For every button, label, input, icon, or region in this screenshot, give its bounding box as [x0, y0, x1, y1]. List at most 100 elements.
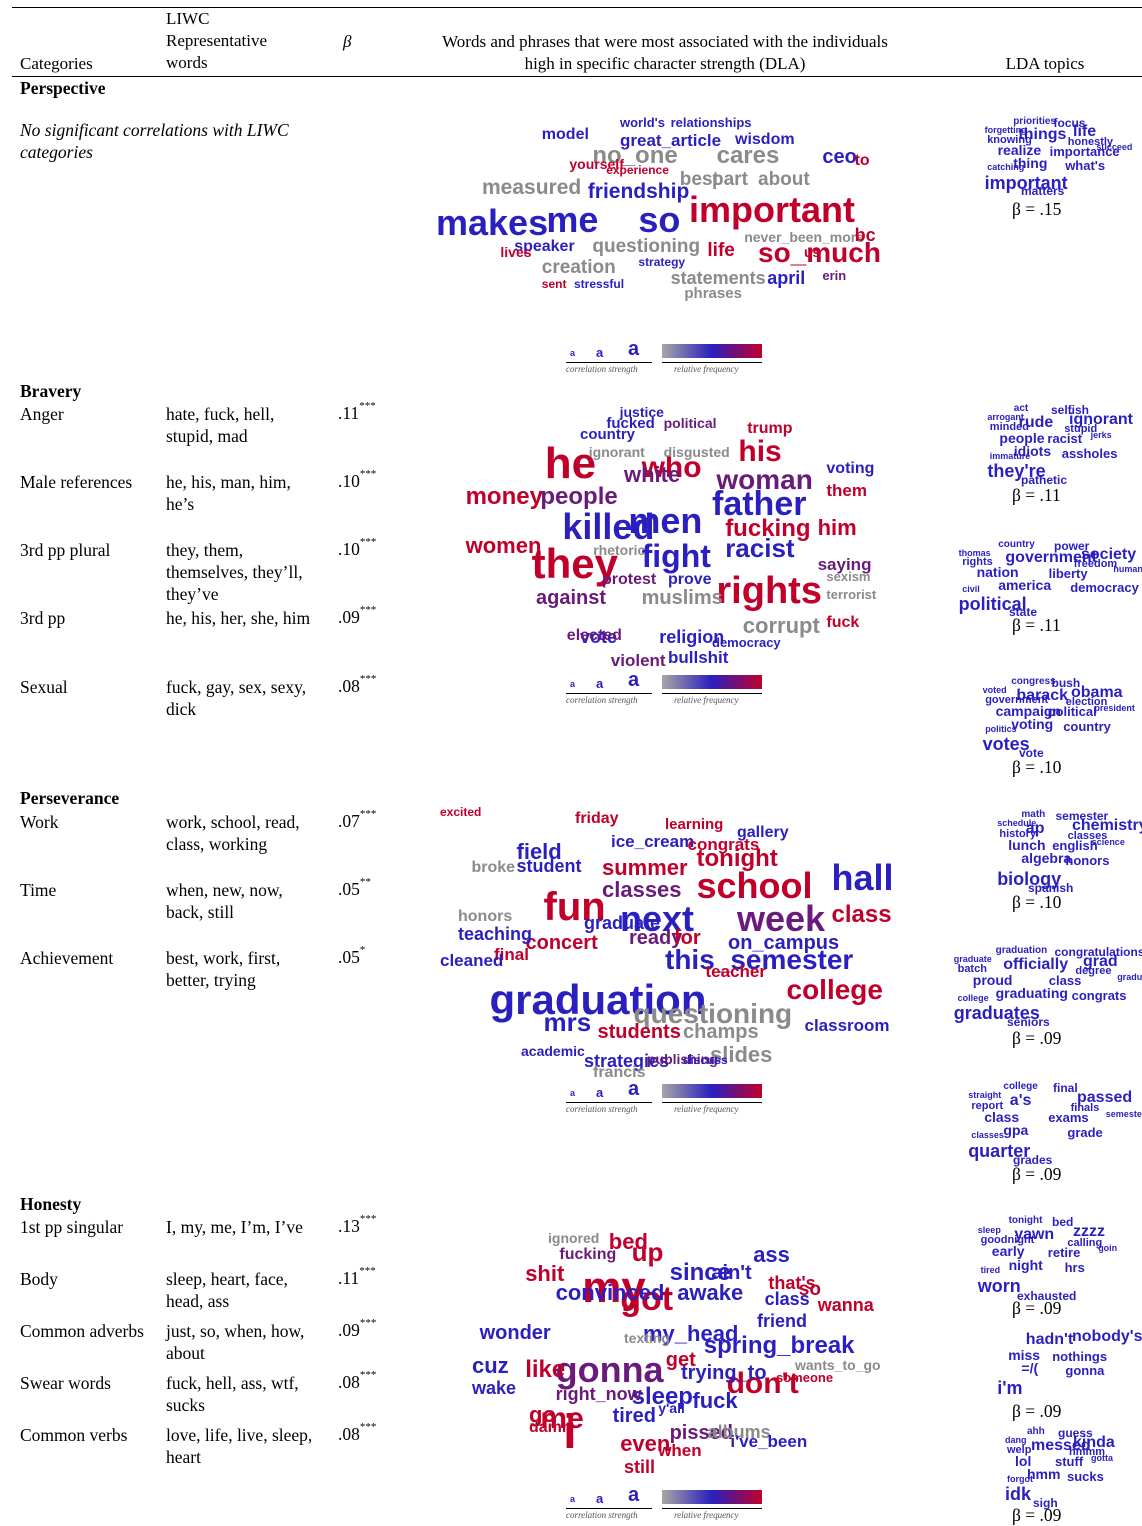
topic-word: passed [1077, 1088, 1133, 1106]
topic-word: hmmm [1069, 1446, 1106, 1459]
cloud-word: measured [482, 175, 582, 199]
topic-beta: β = .09 [1012, 1164, 1062, 1184]
cloud-word: learning [665, 815, 724, 833]
topic-word: tired [980, 1265, 1001, 1276]
significance-stars: * [359, 944, 366, 956]
topic-word: liberty [1048, 565, 1088, 581]
liwc-beta: .05* [338, 944, 366, 968]
topic-cloud-bravery-2: political government society nation liberty a… [955, 538, 1142, 618]
topic-word: tonight [1008, 1214, 1043, 1226]
legend-correlation-label: correlation strength [566, 1104, 638, 1114]
topic-word: important [984, 172, 1068, 193]
topic-word: classes [971, 1129, 1004, 1140]
topic-word: ignorant [1069, 410, 1133, 428]
cloud-word: teacher [705, 961, 766, 981]
cloud-word: gallery [737, 823, 789, 841]
cloud-word: cuz [472, 1353, 509, 1379]
legend-glyph-medium: a [596, 1491, 604, 1506]
topic-word: seniors [1007, 1015, 1050, 1029]
topic-word: degree [1075, 965, 1112, 978]
liwc-category: Common verbs [20, 1425, 128, 1445]
cloud-word: april [767, 268, 806, 289]
liwc-words: hate, fuck, hell, stupid, mad [166, 404, 275, 446]
cloud-word: erin [822, 268, 847, 284]
cloud-word: sent [541, 276, 567, 291]
cloud-word: us [804, 244, 821, 261]
topic-word: congress [1011, 675, 1056, 687]
topic-word: knowing [987, 133, 1032, 146]
topic-word: gpa [1003, 1121, 1029, 1138]
topic-word: succeed [1096, 142, 1133, 153]
liwc-category: Male references [20, 472, 133, 492]
cloud-word: classroom [804, 1015, 890, 1035]
legend-correlation-label: correlation strength [566, 1510, 638, 1520]
liwc-words: he, his, man, him, he’s [166, 472, 291, 514]
liwc-beta: .09*** [338, 604, 376, 628]
frequency-gradient [662, 344, 762, 358]
topic-beta: β = .09 [1012, 1401, 1062, 1421]
cloud-word: trump [747, 420, 793, 438]
cloud-word: final [494, 945, 529, 965]
topic-word: calling [1067, 1236, 1103, 1249]
cloud-word: mrs [543, 1006, 592, 1037]
topic-cloud-perseverance-2: graduates officially grad proud class graduat… [950, 944, 1142, 1028]
cloud-word: ignorant [588, 444, 645, 461]
topic-cloud-bravery-3: votes barack obama campaign political voting c… [980, 675, 1135, 759]
topic-cloud-perspective: important things life realize importance thin… [982, 115, 1133, 197]
cloud-word: trying_to [681, 1362, 767, 1385]
cloud-word: next [620, 897, 695, 939]
cloud-word: yourself [569, 156, 624, 173]
header-dla: Words and phrases that were most associa… [442, 32, 888, 73]
topic-word: honors [1065, 852, 1110, 868]
cloud-word: fucking [725, 514, 811, 542]
cloud-word: spring_break [703, 1331, 855, 1359]
cloud-word: gonna [555, 1349, 664, 1391]
cloud-word: wake [472, 1378, 517, 1399]
liwc-words: they, them, themselves, they’ll, they’ve [166, 540, 303, 604]
cloud-word: broke [471, 859, 516, 876]
topic-word: stuff [1055, 1454, 1084, 1470]
topic-cloud-honesty-1: worn yawn zzzz early retire night hrs exhausted… [975, 1214, 1117, 1301]
topic-word: congrats [1071, 987, 1127, 1003]
cloud-word: violent [610, 650, 666, 670]
topic-word: state [1009, 605, 1038, 620]
topic-word: life [1073, 123, 1097, 141]
legend-glyph-large: a [628, 338, 640, 360]
topic-cloud-honesty-2: i'm hadn't nobody's miss nothings =/(gonna [995, 1320, 1142, 1398]
beta-value: .13 [338, 1216, 360, 1236]
topic-word: hmm [1027, 1465, 1061, 1482]
topic-word: stupid [1064, 423, 1098, 436]
beta-value: .10 [338, 539, 360, 559]
cloud-word: so_much [758, 237, 881, 268]
cloud-word: cleaned [440, 950, 504, 970]
cloud-word: get [665, 1348, 696, 1371]
cloud-word: justice [619, 404, 664, 421]
legend-honesty: a a a correlation strength relative frequenc… [566, 1484, 766, 1520]
cloud-word: money [465, 482, 543, 510]
topic-word: sucks [1067, 1468, 1104, 1484]
topic-word: focus [1053, 115, 1086, 130]
topic-word: campaign [995, 702, 1061, 719]
cloud-word: ass [753, 1242, 790, 1268]
liwc-beta: .10*** [338, 536, 376, 560]
frequency-arrow [662, 693, 762, 694]
cloud-word: to [854, 152, 870, 169]
cloud-word: ice_cream [611, 832, 695, 851]
cloud-word: corrupt [742, 612, 820, 638]
cloud-word: champs [683, 1021, 759, 1043]
cloud-word: strategy [638, 255, 686, 270]
legend-glyph-medium: a [596, 676, 604, 691]
topic-word: algebra [1021, 849, 1072, 866]
cloud-word: academic [521, 1042, 585, 1059]
topic-word: officially [1003, 955, 1069, 973]
topic-beta: β = .11 [1012, 485, 1061, 505]
significance-stars: *** [359, 468, 377, 480]
frequency-gradient [662, 1084, 762, 1098]
liwc-words: fuck, gay, sex, sexy, dick [166, 677, 307, 719]
topic-word: english [1052, 838, 1098, 854]
topic-word: retire [1047, 1244, 1081, 1260]
header-beta: β [343, 32, 352, 51]
cloud-word: college [786, 974, 883, 1006]
topic-word: yawn [1014, 1226, 1055, 1244]
liwc-category: Swear words [20, 1373, 111, 1393]
